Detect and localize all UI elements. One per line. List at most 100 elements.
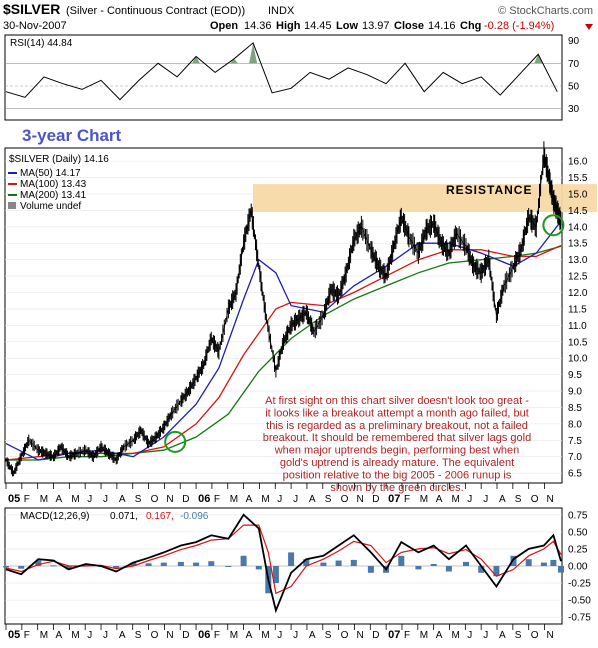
commentary-line: it looks like a breakout attempt a month… — [265, 407, 529, 419]
x-tick-label: S — [325, 494, 332, 505]
macd-histogram-bar — [35, 560, 42, 566]
x-tick-label: F — [404, 630, 410, 641]
x-tick-label: M — [420, 630, 428, 641]
x-tick-label: J — [293, 494, 298, 505]
macd-histogram-bar — [493, 566, 500, 577]
legend-silver: $SILVER (Daily) 14.16 — [9, 154, 109, 165]
price-panel: RESISTANCE 3-year Chart $SILVER (Daily) … — [4, 126, 597, 494]
x-tick-label: M — [452, 494, 460, 505]
macd-tick-label: -0.75 — [568, 613, 591, 624]
macd-legend-macd: 0.071, — [110, 511, 138, 522]
close-label: Close — [394, 20, 424, 32]
ma50-line — [5, 220, 562, 461]
rsi-line — [5, 42, 558, 101]
x-tick-label: A — [119, 630, 126, 641]
x-tick-label: F — [24, 630, 30, 641]
price-tick-label: 11.0 — [568, 321, 587, 332]
watermark: © StockCharts.com — [498, 5, 593, 17]
x-tick-label: J — [293, 630, 298, 641]
x-tick-label: 05 — [8, 629, 20, 641]
rsi-tick-label: 30 — [568, 104, 580, 115]
macd-histogram-bar — [367, 566, 374, 573]
chg-label: Chg — [460, 20, 481, 32]
x-tick-label: A — [499, 630, 506, 641]
x-tick-label: M — [71, 630, 79, 641]
x-tick-label: M — [230, 494, 238, 505]
macd-histogram-bar — [272, 566, 279, 584]
price-tick-label: 12.0 — [568, 288, 588, 299]
x-tick-label: 05 — [8, 493, 20, 505]
x-tick-label: F — [404, 494, 410, 505]
macd-histogram-bar — [255, 566, 262, 570]
x-axis-top: 05 F M A M J J A S O N D 06 F M A M J J A S O N D 07 F M A M J J A S O N — [5, 483, 554, 505]
macd-panel: MACD(12,26,9) 0.071, 0.167, -0.096 0.75 0… — [3, 507, 591, 625]
x-tick-label: O — [531, 494, 539, 505]
price-line — [5, 154, 562, 474]
chg-value: -0.28 (-1.94%) — [484, 20, 554, 32]
resistance-label: RESISTANCE — [446, 183, 532, 197]
x-tick-label: N — [547, 494, 554, 505]
x-tick-label: S — [515, 494, 522, 505]
macd-histogram-bar — [540, 562, 547, 566]
x-tick-label: J — [467, 494, 472, 505]
commentary-line: At first sight on this chart silver does… — [265, 395, 529, 407]
x-tick-label: N — [357, 630, 364, 641]
macd-legend-name: MACD(12,26,9) — [20, 511, 89, 522]
x-tick-label: O — [151, 494, 159, 505]
open-label: Open — [210, 20, 238, 32]
price-tick-label: 13.0 — [568, 255, 588, 266]
x-tick-label: N — [547, 630, 554, 641]
open-value: 14.36 — [244, 20, 272, 32]
x-tick-label: M — [230, 630, 238, 641]
x-tick-label: M — [261, 630, 269, 641]
price-tick-label: 12.5 — [568, 272, 588, 283]
macd-histogram-bar — [463, 561, 469, 566]
macd-histogram-bar — [525, 559, 532, 566]
rsi-legend: RSI(14) 44.84 — [10, 38, 73, 49]
macd-histogram-bar — [240, 555, 247, 566]
price-tick-label: 7.0 — [568, 452, 582, 463]
x-tick-label: A — [309, 630, 316, 641]
macd-histogram-bar — [145, 563, 152, 566]
x-tick-label: A — [436, 630, 443, 641]
header-date: 30-Nov-2007 — [3, 20, 67, 32]
high-value: 14.45 — [304, 20, 332, 32]
x-tick-label: D — [372, 494, 379, 505]
x-tick-label: D — [182, 630, 189, 641]
price-tick-label: 13.5 — [568, 239, 588, 250]
macd-histogram-bar — [50, 565, 57, 567]
legend-ma100: MA(100) 13.43 — [20, 179, 87, 190]
down-arrow-icon — [585, 24, 593, 30]
commentary-line: breakout. It should be remembered that s… — [263, 432, 531, 444]
exchange: INDX — [268, 5, 295, 17]
x-tick-label: S — [135, 630, 142, 641]
x-tick-label: 07 — [388, 629, 400, 641]
x-tick-label: J — [467, 630, 472, 641]
legend-volume: Volume undef — [20, 201, 81, 212]
x-tick-label: A — [119, 494, 126, 505]
price-tick-label: 15.5 — [568, 173, 588, 184]
macd-tick-label: 0.75 — [568, 510, 588, 521]
macd-histogram-bar — [430, 564, 437, 566]
symbol: $SILVER — [3, 1, 60, 17]
macd-histogram-bar — [225, 566, 232, 567]
x-tick-label: D — [182, 494, 189, 505]
x-tick-label: O — [151, 630, 159, 641]
rsi-tick-label: 50 — [568, 82, 580, 93]
macd-tick-label: 0.50 — [568, 527, 588, 538]
commentary-line: when major uptrends begin, performing be… — [274, 445, 520, 457]
ma200-line — [6, 245, 562, 461]
x-tick-label: F — [214, 630, 220, 641]
x-tick-label: M — [420, 494, 428, 505]
price-tick-label: 9.5 — [568, 370, 582, 381]
x-axis-bottom: 05 F M A M J J A S O N D 06 F M A M J J A S O N D 07 F M A M J J A S O N — [5, 624, 554, 641]
macd-histogram-bar — [510, 555, 517, 566]
macd-histogram-bar — [208, 561, 215, 566]
x-tick-label: 07 — [388, 493, 400, 505]
x-tick-label: D — [372, 630, 379, 641]
macd-tick-label: -0.50 — [568, 596, 591, 607]
macd-tick-label: 0.25 — [568, 544, 588, 555]
x-tick-label: A — [499, 494, 506, 505]
x-tick-label: M — [261, 494, 269, 505]
green-circle-marker — [164, 430, 187, 453]
